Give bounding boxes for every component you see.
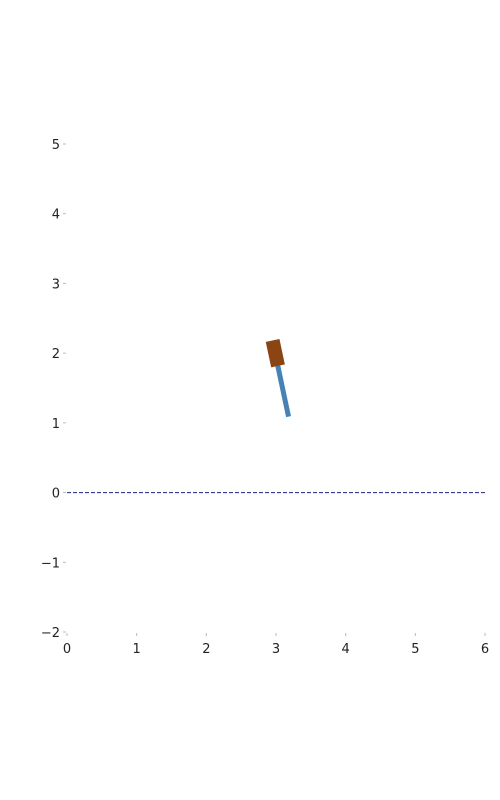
- x-tick-label: 3: [272, 642, 280, 657]
- x-tick-label: 4: [342, 642, 350, 657]
- y-tick-label: 5: [52, 138, 60, 153]
- x-tick-label: 6: [481, 642, 489, 657]
- pendulum-bob: [265, 338, 285, 368]
- y-tick-label: 0: [52, 487, 60, 502]
- y-tick-label: 1: [52, 417, 60, 432]
- y-tick-label: 2: [52, 347, 60, 362]
- x-tick-label: 5: [411, 642, 419, 657]
- y-tick-label: 4: [52, 208, 60, 223]
- x-axis: 0 1 2 3 4 5 6: [63, 633, 489, 657]
- x-tick-label: 0: [63, 642, 71, 657]
- x-tick-label: 1: [133, 642, 141, 657]
- y-tick-label: −1: [41, 556, 60, 571]
- y-axis: −2 −1 0 1 2 3 4 5: [41, 138, 66, 641]
- pendulum-pole: [273, 356, 291, 418]
- y-tick-label: −2: [41, 626, 60, 641]
- x-tick-label: 2: [202, 642, 210, 657]
- y-tick-label: 3: [52, 277, 60, 292]
